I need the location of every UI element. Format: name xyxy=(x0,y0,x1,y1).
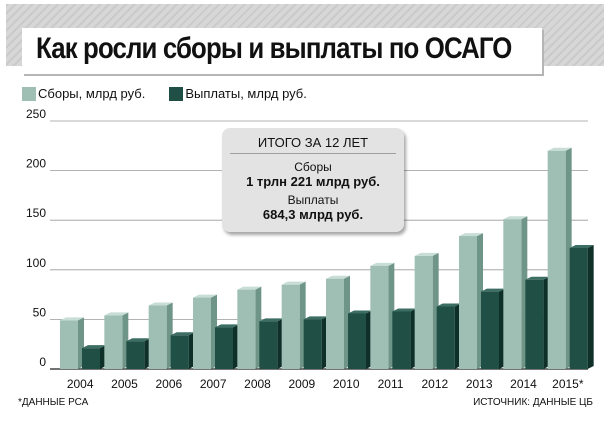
bar-payouts xyxy=(259,321,278,369)
bar-collections xyxy=(60,320,78,369)
bar-top xyxy=(459,233,483,237)
bar-top xyxy=(170,332,195,336)
callout-payouts-value: 684,3 млрд руб. xyxy=(262,207,364,222)
bar-collections xyxy=(193,297,211,369)
footnote-rsa: *ДАННЫЕ РСА xyxy=(18,397,89,408)
bar-top xyxy=(215,324,239,328)
legend-label-payouts: Выплаты, млрд руб. xyxy=(185,86,307,101)
callout-collections-value: 1 трлн 221 млрд руб. xyxy=(246,174,380,189)
bar-top xyxy=(569,244,594,248)
x-tick-label: 2005 xyxy=(111,377,138,391)
callout-heading: ИТОГО ЗА 12 ЛЕТ xyxy=(230,128,396,154)
legend: Сборы, млрд руб. Выплаты, млрд руб. xyxy=(22,86,325,101)
x-tick-label: 2015* xyxy=(552,377,584,391)
bar-collections xyxy=(326,278,344,369)
y-tick-label: 0 xyxy=(39,355,46,369)
y-tick-label: 100 xyxy=(26,256,46,270)
y-tick-label: 250 xyxy=(26,107,46,121)
callout-collections-label: Сборы xyxy=(294,160,332,174)
title-box: Как росли сборы и выплаты по ОСАГО xyxy=(22,28,542,74)
x-tick-label: 2011 xyxy=(378,377,404,391)
bar-top xyxy=(259,318,284,322)
bar-payouts xyxy=(303,319,322,369)
x-tick-label: 2008 xyxy=(244,377,271,391)
bar-payouts xyxy=(392,311,411,369)
bar-top xyxy=(436,303,461,307)
bar-collections xyxy=(547,150,566,369)
bar-top xyxy=(82,345,106,349)
source-note: ИСТОЧНИК: ДАННЫЕ ЦБ xyxy=(473,397,593,408)
x-tick-label: 2007 xyxy=(200,377,227,391)
legend-item-payouts: Выплаты, млрд руб. xyxy=(169,86,307,101)
bar-payouts xyxy=(126,341,145,369)
x-tick-label: 2004 xyxy=(67,377,94,391)
bar-collections xyxy=(148,305,167,369)
bar-top xyxy=(370,262,395,266)
bar-payouts xyxy=(348,313,366,369)
bar-top xyxy=(148,302,173,306)
x-tick-label: 2012 xyxy=(421,377,448,391)
bar-collections xyxy=(503,219,522,369)
bar-payouts xyxy=(569,247,588,369)
bar-payouts xyxy=(436,306,455,369)
bar-top xyxy=(104,312,129,316)
bar-top xyxy=(326,275,350,279)
bar-collections xyxy=(414,255,433,369)
bar-top xyxy=(281,281,306,285)
legend-swatch-collections xyxy=(22,86,36,101)
bar-payouts xyxy=(481,291,499,369)
bar-top xyxy=(525,276,550,280)
bar-top xyxy=(414,252,439,256)
chart-title: Как росли сборы и выплаты по ОСАГО xyxy=(36,32,512,65)
y-tick-label: 200 xyxy=(26,157,46,171)
bar-side xyxy=(587,244,594,369)
bar-payouts xyxy=(170,335,189,369)
bar-top xyxy=(547,147,572,151)
bar-top xyxy=(237,286,262,290)
bar-top xyxy=(481,288,505,292)
bar-top xyxy=(193,294,217,298)
bar-collections xyxy=(281,284,300,369)
y-tick-label: 150 xyxy=(26,206,46,220)
x-tick-label: 2009 xyxy=(288,377,315,391)
bar-top xyxy=(303,316,328,320)
legend-swatch-payouts xyxy=(169,86,184,101)
totals-callout: ИТОГО ЗА 12 ЛЕТ Сборы 1 трлн 221 млрд ру… xyxy=(222,128,404,232)
bar-collections xyxy=(237,289,256,369)
bar-top xyxy=(392,308,417,312)
bar-collections xyxy=(459,236,477,369)
bar-top xyxy=(503,216,528,220)
bar-collections xyxy=(370,265,389,369)
x-tick-label: 2014 xyxy=(510,377,537,391)
bar-payouts xyxy=(215,327,233,369)
legend-item-collections: Сборы, млрд руб. xyxy=(22,86,145,101)
bar-top xyxy=(348,310,372,314)
bar-collections xyxy=(104,315,123,369)
x-tick-label: 2013 xyxy=(466,377,493,391)
bar-payouts xyxy=(82,348,100,369)
x-tick-label: 2006 xyxy=(155,377,182,391)
x-tick-label: 2010 xyxy=(333,377,360,391)
bar-top xyxy=(60,317,84,321)
y-tick-label: 50 xyxy=(33,305,47,319)
legend-label-collections: Сборы, млрд руб. xyxy=(38,86,146,101)
callout-payouts-label: Выплаты xyxy=(287,193,339,207)
bar-top xyxy=(126,338,151,342)
bar-payouts xyxy=(525,279,544,369)
